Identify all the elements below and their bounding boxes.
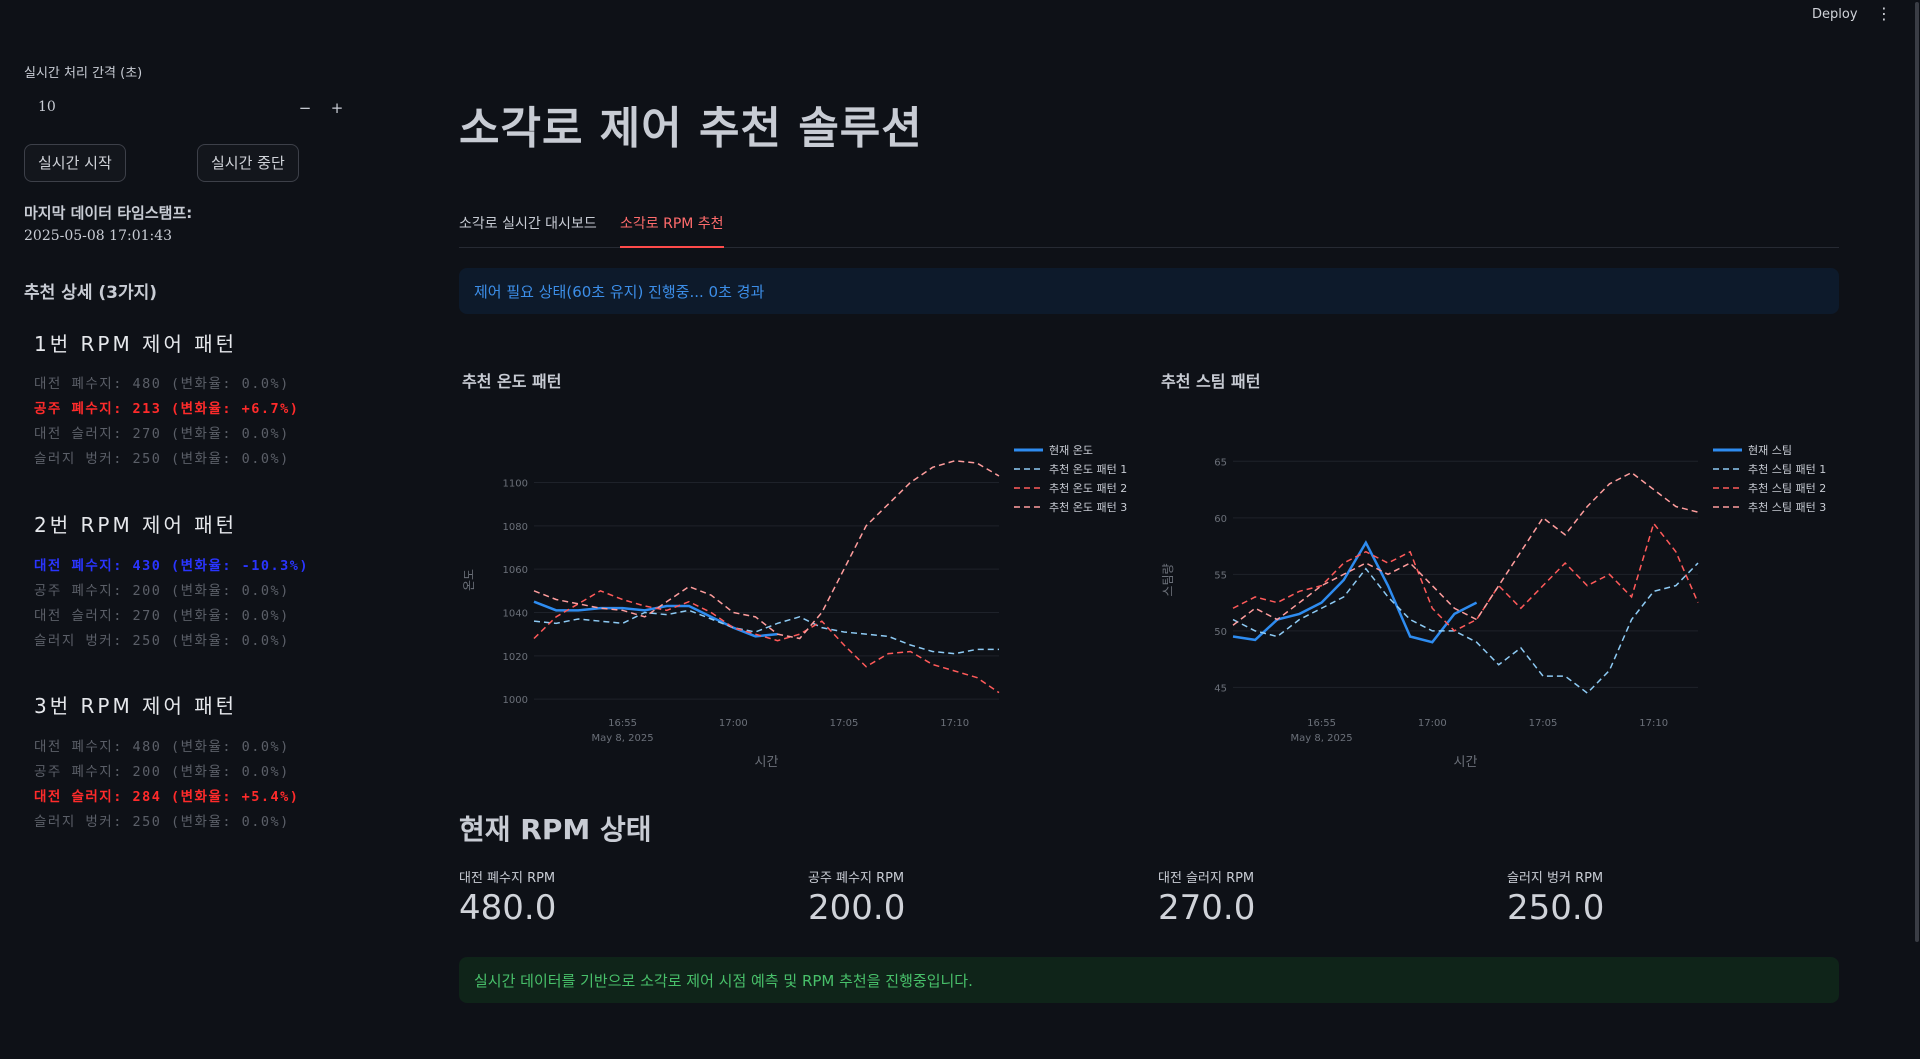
decrement-button[interactable]: − (298, 99, 312, 117)
steam-series-line-1 (1232, 540, 1478, 644)
tab-rpm-recommendation[interactable]: 소각로 RPM 추천 (620, 214, 724, 248)
temp-x-tick-2: 17:05 (830, 718, 859, 729)
steam-x-axis-label: 시간 (1454, 755, 1478, 770)
temp-legend-label-4: 추천 온도 패턴 3 (1049, 500, 1127, 514)
interval-number-input[interactable]: 10 − + (24, 91, 354, 125)
steam-series-line-4 (1232, 471, 1699, 626)
start-realtime-button[interactable]: 실시간 시작 (24, 144, 126, 182)
temp-y-axis-label: 온도 (462, 569, 476, 591)
temp-series-line-1 (533, 600, 778, 638)
temp-x-tick-3: 17:10 (940, 718, 969, 729)
scrollbar-thumb[interactable] (1915, 2, 1919, 942)
pattern-1-title: 1번 RPM 제어 패턴 (34, 332, 238, 356)
pattern-3-title: 3번 RPM 제어 패턴 (34, 694, 238, 718)
deploy-button[interactable]: Deploy (1812, 7, 1858, 22)
success-alert-text: 실시간 데이터를 기반으로 소각로 제어 시점 예측 및 RPM 추천을 진행중… (474, 972, 973, 990)
pattern-3-line-2: 공주 폐수지: 200 (변화율: 0.0%) (34, 764, 290, 780)
sidebar: 실시간 처리 간격 (초) 10 − + 실시간 시작 실시간 중단 마지막 데… (0, 0, 343, 1059)
main-menu-icon[interactable]: ⋮ (1876, 4, 1892, 23)
steam-y-tick-1: 50 (1214, 627, 1227, 638)
metric-label-gongju-waste-resin: 공주 폐수지 RPM (808, 871, 905, 886)
temperature-pattern-chart[interactable]: 1000 1020 1040 1060 1080 1100 16:55 17:00 17:05 1… (459, 430, 1149, 775)
steam-x-tick-2: 17:05 (1529, 718, 1558, 729)
steam-series-line-3 (1232, 521, 1699, 632)
pattern-1-line-3: 대전 슬러지: 270 (변화율: 0.0%) (34, 426, 290, 442)
temp-legend-label-1: 현재 온도 (1049, 444, 1093, 457)
pattern-1-line-1: 대전 폐수지: 480 (변화율: 0.0%) (34, 376, 290, 392)
pattern-3-line-4: 슬러지 벙커: 250 (변화율: 0.0%) (34, 814, 290, 830)
steam-legend-label-4: 추천 스팀 패턴 3 (1748, 500, 1826, 514)
steam-x-tick-0: 16:55 (1307, 718, 1336, 729)
temp-x-axis-label: 시간 (755, 755, 779, 770)
steam-legend-label-2: 추천 스팀 패턴 1 (1748, 462, 1826, 476)
pattern-2-line-2: 공주 폐수지: 200 (변화율: 0.0%) (34, 583, 290, 599)
steam-y-tick-2: 55 (1214, 570, 1227, 581)
pattern-2-line-3: 대전 슬러지: 270 (변화율: 0.0%) (34, 608, 290, 624)
temp-series-line-4 (533, 460, 1000, 640)
temp-chart-title: 추천 온도 패턴 (462, 372, 562, 391)
rpm-section-title: 현재 RPM 상태 (459, 813, 652, 846)
metric-value-daejeon-sludge: 270.0 (1158, 888, 1256, 928)
temp-legend-label-2: 추천 온도 패턴 1 (1049, 462, 1127, 476)
metric-value-gongju-waste-resin: 200.0 (808, 888, 906, 928)
pattern-3-line-3: 대전 슬러지: 284 (변화율: +5.4%) (34, 789, 300, 805)
steam-x-tick-3: 17:10 (1639, 718, 1668, 729)
temp-series-line-3 (533, 590, 1000, 694)
metric-label-daejeon-waste-resin: 대전 폐수지 RPM (459, 871, 556, 886)
steam-y-tick-3: 60 (1214, 514, 1227, 525)
temp-y-tick-2: 1040 (503, 609, 528, 620)
steam-legend-label-1: 현재 스팀 (1748, 444, 1792, 457)
steam-chart-title: 추천 스팀 패턴 (1161, 372, 1261, 391)
page-title: 소각로 제어 추천 솔루션 (459, 103, 923, 154)
metric-value-daejeon-waste-resin: 480.0 (459, 888, 557, 928)
pattern-2-title: 2번 RPM 제어 패턴 (34, 513, 238, 537)
temp-series-line-2 (533, 609, 999, 655)
pattern-1-line-4: 슬러지 벙커: 250 (변화율: 0.0%) (34, 451, 290, 467)
temp-y-tick-3: 1060 (503, 565, 528, 576)
info-alert: 제어 필요 상태(60초 유지) 진행중... 0초 경과 (459, 268, 1839, 314)
steam-legend-label-3: 추천 스팀 패턴 2 (1748, 481, 1826, 495)
steam-x-tick-1: 17:00 (1418, 718, 1447, 729)
steam-x-date-label: May 8, 2025 (1291, 733, 1353, 744)
steam-y-axis-label: 스팀량 (1161, 563, 1175, 596)
success-alert: 실시간 데이터를 기반으로 소각로 제어 시점 예측 및 RPM 추천을 진행중… (459, 957, 1839, 1003)
stop-realtime-button[interactable]: 실시간 중단 (197, 144, 299, 182)
increment-button[interactable]: + (330, 99, 344, 117)
temp-x-tick-1: 17:00 (719, 718, 748, 729)
temp-x-date-label: May 8, 2025 (592, 733, 654, 744)
pattern-2-line-1: 대전 폐수지: 430 (변화율: -10.3%) (34, 558, 310, 574)
steam-series-line-2 (1232, 562, 1699, 695)
temp-y-tick-1: 1020 (503, 652, 528, 663)
interval-label: 실시간 처리 간격 (초) (24, 66, 143, 81)
temp-legend-label-3: 추천 온도 패턴 2 (1049, 481, 1127, 495)
steam-y-tick-0: 45 (1214, 683, 1227, 694)
tab-realtime-dashboard[interactable]: 소각로 실시간 대시보드 (459, 216, 597, 232)
steam-pattern-chart[interactable]: 45 50 55 60 65 16:55 17:00 17:05 17:10 May 8, 202… (1158, 430, 1848, 775)
metric-label-sludge-bunker: 슬러지 벙커 RPM (1507, 871, 1604, 886)
pattern-2-line-4: 슬러지 벙커: 250 (변화율: 0.0%) (34, 633, 290, 649)
recommendation-heading: 추천 상세 (3가지) (24, 283, 158, 303)
temp-y-tick-4: 1080 (503, 522, 528, 533)
metric-label-daejeon-sludge: 대전 슬러지 RPM (1158, 871, 1255, 886)
timestamp-label: 마지막 데이터 타임스탬프: (24, 204, 193, 222)
temp-x-tick-0: 16:55 (608, 718, 637, 729)
metric-value-sludge-bunker: 250.0 (1507, 888, 1605, 928)
temp-y-tick-5: 1100 (503, 479, 528, 490)
info-alert-text: 제어 필요 상태(60초 유지) 진행중... 0초 경과 (474, 283, 765, 301)
pattern-1-line-2: 공주 폐수지: 213 (변화율: +6.7%) (34, 401, 300, 417)
tab-bar: 소각로 실시간 대시보드 소각로 RPM 추천 (459, 214, 1839, 248)
timestamp-value: 2025-05-08 17:01:43 (24, 228, 173, 244)
temp-y-tick-0: 1000 (503, 695, 528, 706)
interval-input-value[interactable]: 10 (38, 99, 56, 115)
pattern-3-line-1: 대전 폐수지: 480 (변화율: 0.0%) (34, 739, 290, 755)
app-header: Deploy ⋮ (0, 0, 1920, 30)
steam-y-tick-4: 65 (1214, 457, 1227, 468)
